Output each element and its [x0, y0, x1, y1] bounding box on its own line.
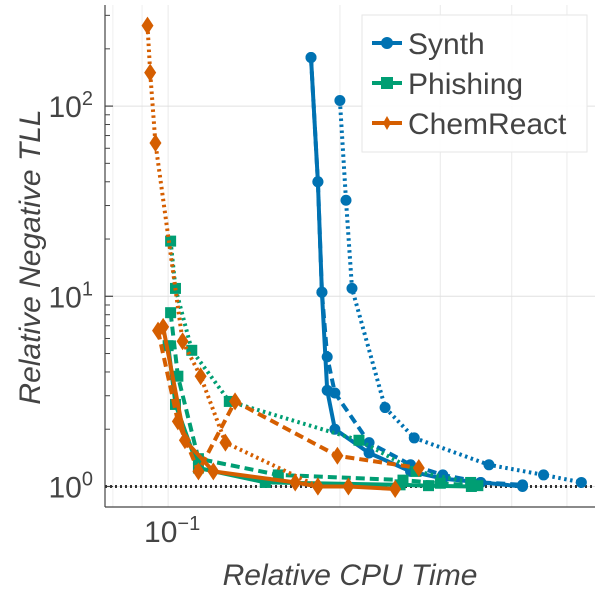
line-chemreact-dashed [156, 330, 420, 474]
legend-marker-chemreact [383, 116, 391, 130]
series-synth-dotted [334, 94, 587, 488]
point-chemreact-solid [207, 462, 220, 481]
point-synth-dashed [305, 52, 317, 64]
point-synth-dotted [340, 194, 352, 206]
point-phishing-dashed [472, 480, 484, 492]
point-phishing-dashed [397, 474, 409, 486]
point-chemreact-dashed [412, 459, 425, 478]
point-phishing-dashed [434, 477, 446, 489]
point-synth-dotted [408, 432, 420, 444]
point-chemreact-solid [389, 479, 402, 498]
point-synth-dashed [316, 286, 328, 298]
axes [104, 5, 595, 508]
series-layer [141, 16, 587, 498]
point-synth-solid [363, 447, 375, 459]
y-tick-base: 10 [49, 281, 82, 314]
point-chemreact-dotted [144, 63, 157, 82]
point-synth-dotted [538, 469, 550, 481]
legend-marker-phishing [381, 77, 393, 89]
line-synth-dotted [337, 100, 582, 485]
point-synth-dashed [312, 176, 324, 188]
legend-entry-chemreact[interactable]: ChemReact [372, 108, 567, 141]
point-phishing-dotted [186, 344, 198, 356]
y-tick-base: 10 [49, 91, 82, 124]
series-phishing-dashed [165, 307, 484, 492]
point-phishing-dashed [192, 453, 204, 465]
point-synth-dashed [329, 387, 341, 399]
x-tick-base: 10 [144, 516, 177, 549]
legend-entry-phishing[interactable]: Phishing [372, 68, 523, 101]
y-tick-base: 10 [49, 471, 82, 504]
series-chemreact-dashed [152, 321, 425, 481]
point-phishing-dashed [172, 370, 184, 382]
point-phishing-dotted [353, 434, 365, 446]
point-chemreact-dotted [176, 332, 189, 351]
point-chemreact-dashed [152, 321, 165, 340]
point-chemreact-dashed [331, 446, 344, 465]
point-phishing-dashed [165, 307, 177, 319]
y-axis-title: Relative Negative TLL [14, 109, 47, 404]
point-chemreact-dotted [311, 477, 324, 496]
y-tick-exponent: 1 [82, 278, 93, 300]
y-tick-exponent: 0 [82, 468, 93, 490]
x-tick-exponent: −1 [177, 513, 200, 535]
y-tick-label: 102 [49, 88, 94, 124]
point-synth-dotted [483, 459, 495, 471]
legend-entry-synth[interactable]: Synth [372, 28, 485, 61]
x-axis-title: Relative CPU Time [223, 559, 478, 592]
legend-marker-synth [381, 37, 393, 49]
point-chemreact-dashed [171, 412, 184, 431]
line-chemreact-dotted [145, 25, 319, 489]
point-synth-dashed [517, 479, 529, 491]
point-chemreact-solid [342, 477, 355, 496]
legend-label-phishing: Phishing [408, 68, 523, 101]
point-chemreact-dashed [229, 392, 242, 411]
y-tick-exponent: 2 [82, 88, 93, 110]
point-chemreact-dotted [149, 133, 162, 152]
y-tick-label: 100 [49, 468, 94, 504]
point-synth-dashed [321, 351, 333, 363]
series-chemreact-dotted [141, 16, 324, 496]
point-phishing-dotted [465, 476, 477, 488]
point-synth-dotted [334, 94, 346, 106]
point-chemreact-dashed [192, 462, 205, 481]
point-chemreact-dotted [219, 433, 232, 452]
legend: Synth Phishing ChemReact [361, 14, 588, 153]
point-synth-dotted [379, 402, 391, 414]
legend-label-chemreact: ChemReact [408, 108, 567, 141]
point-synth-dotted [346, 282, 358, 294]
point-chemreact-dotted [194, 367, 207, 386]
point-chemreact-solid [289, 473, 302, 492]
point-chemreact-dotted [141, 16, 154, 35]
x-tick-label: 10−1 [144, 513, 200, 549]
legend-label-synth: Synth [408, 28, 485, 61]
point-synth-dotted [575, 476, 587, 488]
point-phishing-solid [259, 476, 271, 488]
y-tick-label: 101 [49, 278, 94, 314]
point-phishing-dashed [272, 469, 284, 481]
point-phishing-solid [423, 480, 435, 492]
